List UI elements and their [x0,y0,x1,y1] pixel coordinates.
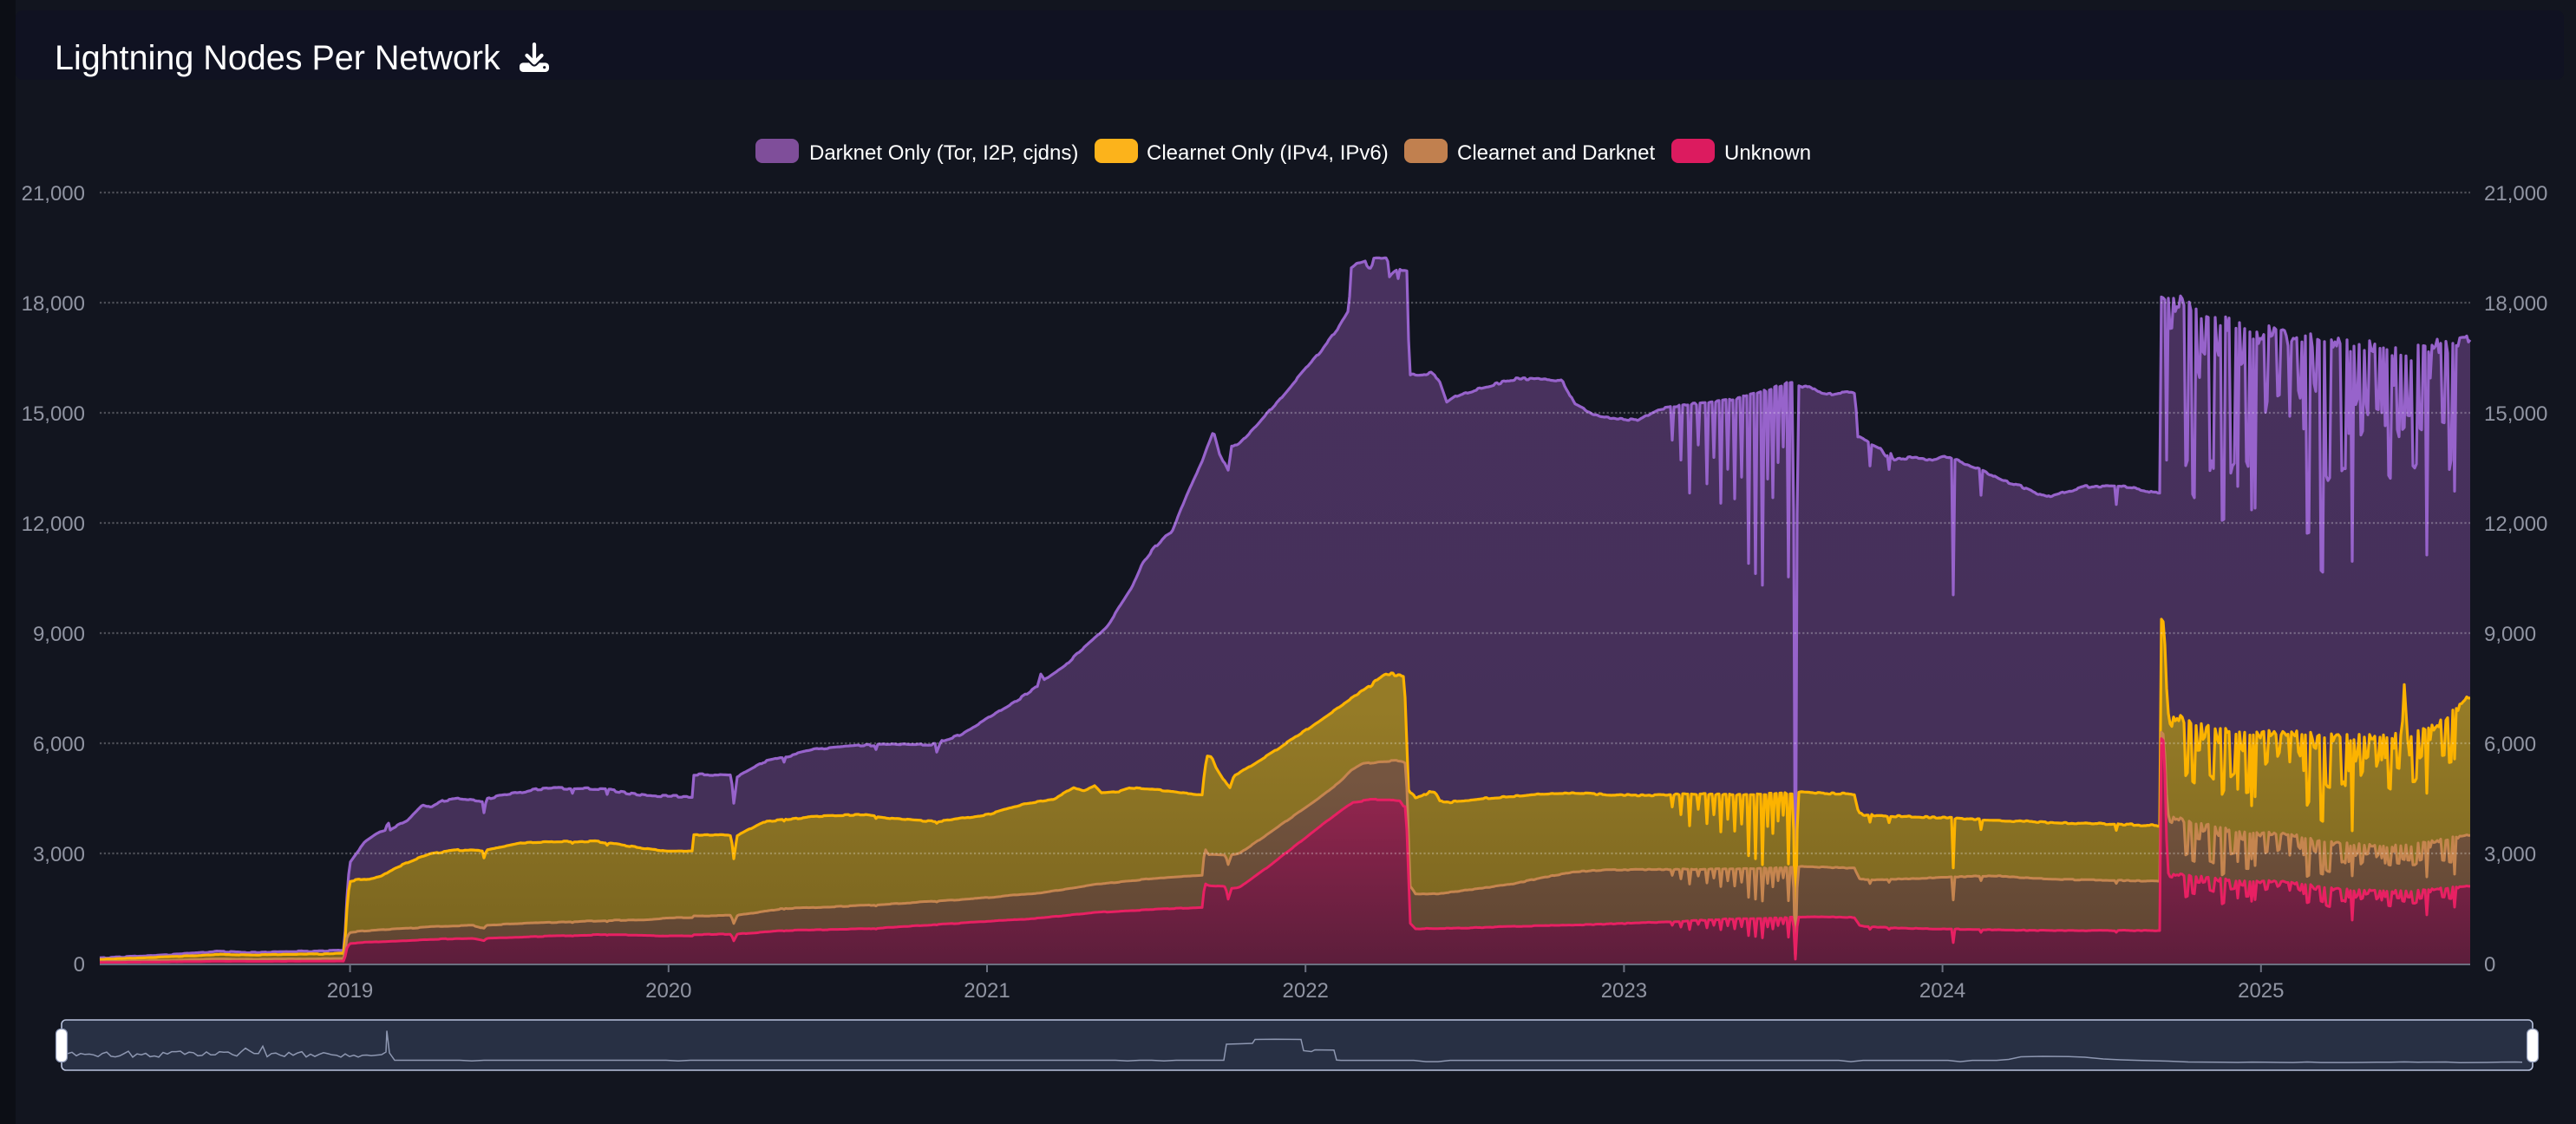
svg-text:Darknet Only (Tor, I2P, cjdns): Darknet Only (Tor, I2P, cjdns) [809,141,1078,165]
svg-text:18,000: 18,000 [22,292,85,316]
svg-text:15,000: 15,000 [2484,402,2547,426]
svg-text:3,000: 3,000 [2484,843,2536,866]
svg-text:Clearnet and Darknet: Clearnet and Darknet [1457,141,1655,165]
svg-text:2021: 2021 [964,979,1010,1003]
svg-text:2023: 2023 [1601,979,1647,1003]
svg-text:2022: 2022 [1283,979,1329,1003]
svg-text:21,000: 21,000 [22,182,85,206]
svg-text:2020: 2020 [645,979,691,1003]
svg-text:18,000: 18,000 [2484,292,2547,316]
svg-text:0: 0 [74,953,85,977]
svg-text:21,000: 21,000 [2484,182,2547,206]
svg-text:9,000: 9,000 [33,623,85,646]
svg-text:2019: 2019 [327,979,373,1003]
svg-text:3,000: 3,000 [33,843,85,866]
svg-text:Lightning Nodes Per Network: Lightning Nodes Per Network [55,39,500,77]
svg-text:Unknown: Unknown [1724,141,1811,165]
svg-text:12,000: 12,000 [22,513,85,536]
svg-text:9,000: 9,000 [2484,623,2536,646]
svg-text:6,000: 6,000 [33,733,85,756]
svg-text:2024: 2024 [1919,979,1965,1003]
svg-text:0: 0 [2484,953,2495,977]
svg-text:2025: 2025 [2238,979,2284,1003]
svg-text:Clearnet Only (IPv4, IPv6): Clearnet Only (IPv4, IPv6) [1147,141,1389,165]
svg-text:12,000: 12,000 [2484,513,2547,536]
svg-text:15,000: 15,000 [22,402,85,426]
svg-text:6,000: 6,000 [2484,733,2536,756]
